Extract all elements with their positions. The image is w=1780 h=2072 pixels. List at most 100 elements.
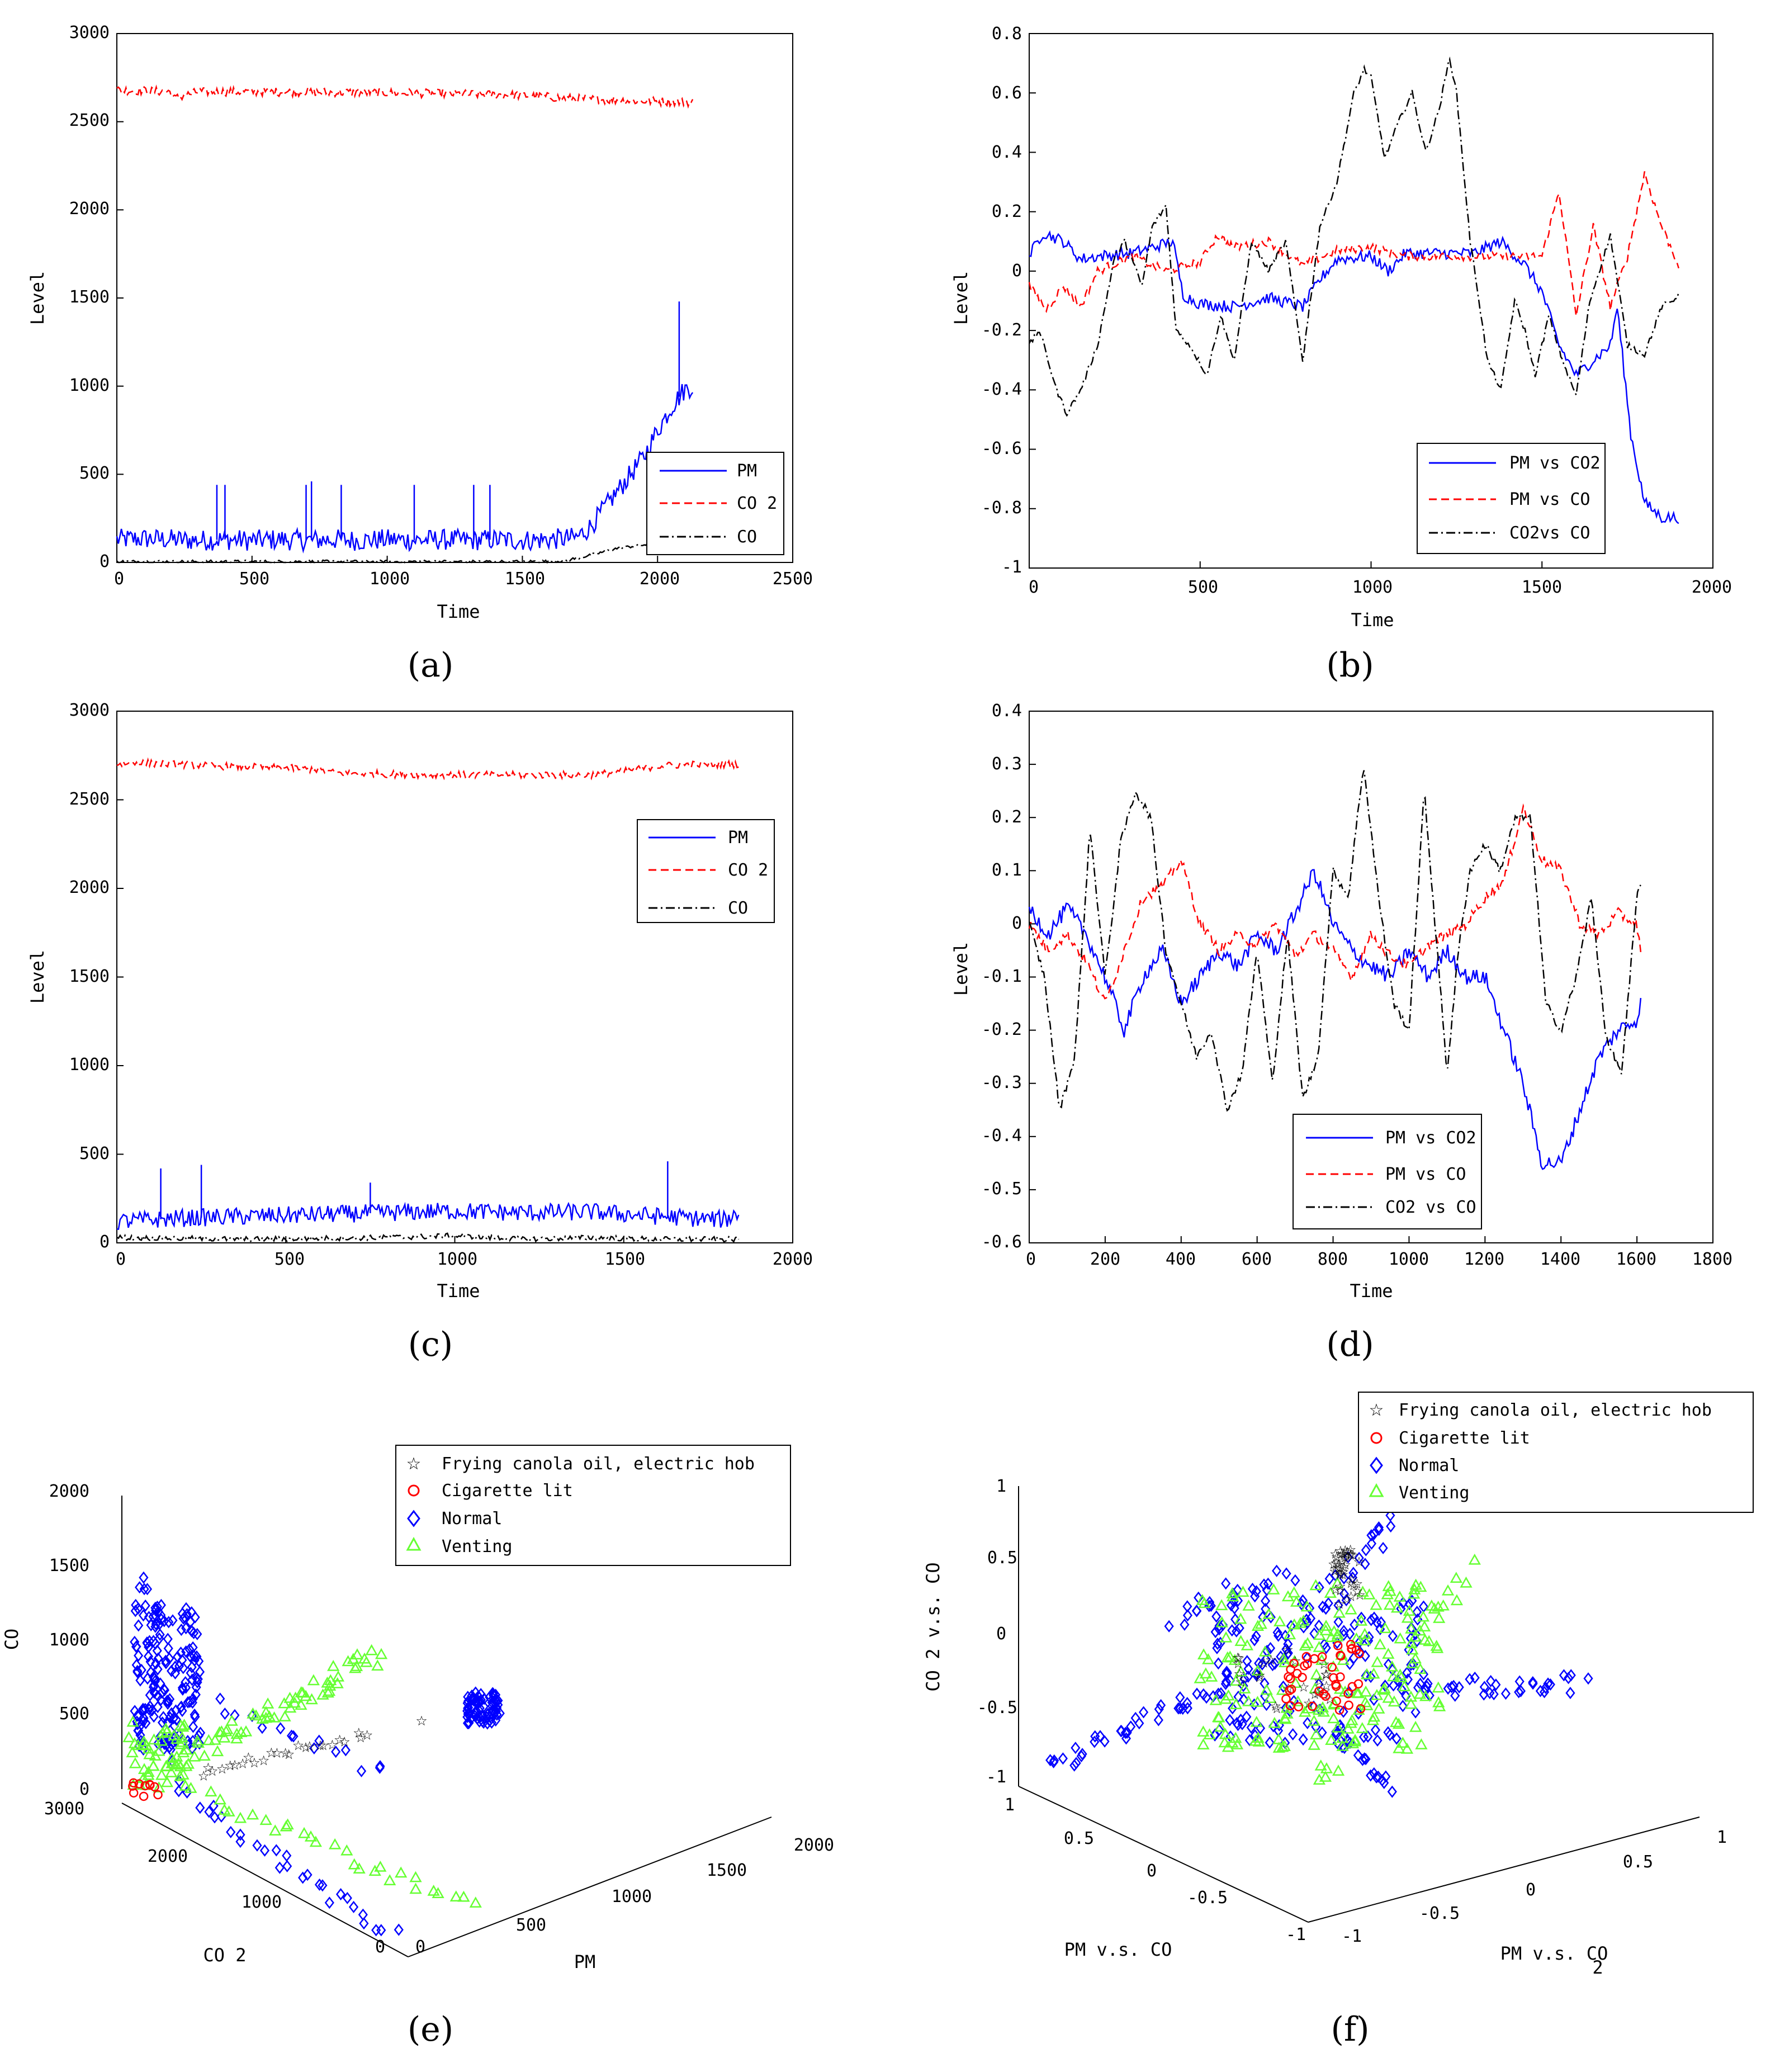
chart-e-normal-point	[139, 1583, 149, 1596]
chart-f-normal-point	[1270, 1657, 1280, 1670]
chart-e-frying-point: ☆	[317, 1738, 329, 1753]
chart-d-series-1-line	[1028, 869, 1642, 1170]
chart-e-frying-point: ☆	[300, 1740, 312, 1756]
chart-f-normal-point	[1373, 1770, 1383, 1783]
chart-f-venting-point	[1237, 1586, 1249, 1597]
chart-f-cigarette-point	[1334, 1705, 1345, 1715]
chart-f-cigarette-point	[1314, 1686, 1324, 1696]
chart-f-frying-point: ☆	[1233, 1666, 1246, 1682]
chart-e-normal-point	[139, 1571, 149, 1584]
chart-a-xtick: 2000	[640, 569, 680, 589]
chart-b-xtick: 500	[1188, 578, 1218, 597]
chart-f-yticks: -1 -0.5 0 0.5 1	[1005, 1795, 1306, 1945]
chart-f-venting-point	[1312, 1704, 1325, 1715]
chart-f-cigarette-point	[1336, 1650, 1345, 1660]
chart-f-frying-point: ☆	[1331, 1549, 1343, 1565]
circle-icon	[1370, 1432, 1383, 1444]
chart-f-normal-point	[1298, 1733, 1308, 1746]
chart-f-venting-point	[1299, 1705, 1312, 1717]
chart-f-cigarette-point	[1294, 1702, 1304, 1711]
chart-e-venting-point	[165, 1766, 178, 1777]
chart-a-ytick: 1000	[69, 376, 110, 395]
chart-f-venting-point	[1371, 1655, 1384, 1667]
chart-f-normal-point	[1261, 1653, 1271, 1666]
chart-f-venting-point	[1234, 1665, 1247, 1677]
chart-e-normal-point	[132, 1718, 143, 1730]
chart-e-venting-point	[432, 1887, 444, 1898]
chart-c-xtick: 500	[274, 1250, 305, 1269]
chart-e-normal-point	[342, 1891, 352, 1904]
chart-f-frying-point: ☆	[1341, 1544, 1353, 1560]
chart-f-venting-point	[1319, 1771, 1332, 1782]
chart-f-venting-point	[1310, 1728, 1323, 1740]
chart-f-normal-point	[1242, 1655, 1252, 1668]
chart-e-normal-point	[489, 1707, 499, 1720]
chart-e-normal-point	[493, 1699, 503, 1711]
chart-f-frying-point: ☆	[1351, 1576, 1364, 1592]
chart-f-venting-point	[1423, 1635, 1436, 1647]
chart-e-zlabel: CO 2	[203, 1945, 246, 1966]
chart-f-normal-point	[1514, 1686, 1524, 1699]
chart-e-venting-point	[234, 1811, 247, 1823]
chart-f-ytick: 0	[1147, 1861, 1157, 1881]
chart-e-normal-point	[156, 1613, 167, 1626]
chart-e-normal-point	[141, 1716, 151, 1729]
chart-e-frying-point: ☆	[229, 1757, 241, 1773]
chart-f-ztick: -0.5	[977, 1698, 1017, 1718]
chart-f-normal-point	[1116, 1725, 1126, 1738]
chart-f-normal-point	[1366, 1769, 1376, 1782]
chart-e-venting-point	[324, 1680, 337, 1691]
chart-e-venting-point	[149, 1749, 162, 1761]
chart-e-normal-point	[194, 1655, 204, 1668]
chart-e-venting-point	[278, 1710, 291, 1721]
chart-f-normal-point	[1331, 1728, 1341, 1741]
chart-f-normal-point	[1134, 1717, 1144, 1730]
chart-e-venting-point	[202, 1734, 215, 1745]
chart-f-normal-point	[1448, 1680, 1459, 1692]
chart-f-axes	[1018, 1486, 1700, 1923]
chart-b-ytick: -0.2	[982, 320, 1022, 340]
chart-a-ylabel: Level	[27, 271, 48, 325]
chart-e-normal-point	[195, 1666, 205, 1678]
chart-e-venting-point	[340, 1844, 353, 1856]
chart-f-normal-point	[1407, 1595, 1417, 1607]
chart-f-normal-point	[1516, 1685, 1526, 1697]
chart-f-ztick: -1	[986, 1767, 1006, 1787]
chart-f-venting-point	[1358, 1634, 1371, 1645]
chart-f-venting-point	[1358, 1628, 1371, 1639]
chart-e-normal-point	[145, 1688, 155, 1702]
chart-e-venting-point	[156, 1726, 169, 1738]
chart-f-venting-point	[1238, 1682, 1251, 1693]
chart-f-venting-point	[1372, 1702, 1385, 1714]
chart-f-cigarette-point	[1351, 1645, 1361, 1655]
chart-f-venting-point	[1367, 1710, 1381, 1722]
chart-f-venting-point	[1370, 1688, 1384, 1700]
chart-e-xticks: 0 500 1000 1500 2000	[415, 1836, 834, 1957]
chart-e-xtick: 500	[516, 1915, 546, 1935]
chart-f-frying-point: ☆	[1334, 1579, 1347, 1595]
chart-e-venting-point	[221, 1723, 234, 1734]
chart-e-ytick: 0	[375, 1937, 385, 1957]
chart-f-frying-point: ☆	[1333, 1596, 1346, 1612]
chart-f-venting-point	[1279, 1713, 1292, 1724]
chart-e-venting-point	[457, 1890, 470, 1902]
chart-e-venting-point	[235, 1726, 248, 1737]
chart-f-venting-point	[1302, 1702, 1315, 1714]
chart-c-ytick: 1500	[69, 967, 110, 986]
chart-f-normal-point	[1281, 1643, 1291, 1655]
chart-f-venting-point	[1394, 1632, 1407, 1644]
chart-f-venting-point	[1331, 1630, 1344, 1641]
chart-f-normal-point	[1347, 1571, 1358, 1584]
chart-e-venting-point	[129, 1757, 141, 1768]
chart-c-xtick: 2000	[773, 1250, 813, 1269]
chart-f-frying-point: ☆	[1232, 1650, 1244, 1666]
chart-e-venting-point	[307, 1674, 320, 1686]
chart-e-normal-point	[135, 1729, 145, 1742]
chart-e-normal-point	[167, 1707, 177, 1720]
chart-f-normal-point	[1341, 1594, 1351, 1607]
chart-e-venting-point	[278, 1697, 291, 1709]
chart-f-venting-point	[1222, 1689, 1235, 1701]
chart-e-normal-point	[178, 1662, 188, 1674]
chart-c-xtick: 1000	[437, 1250, 477, 1269]
chart-f-normal-point	[1192, 1687, 1202, 1700]
